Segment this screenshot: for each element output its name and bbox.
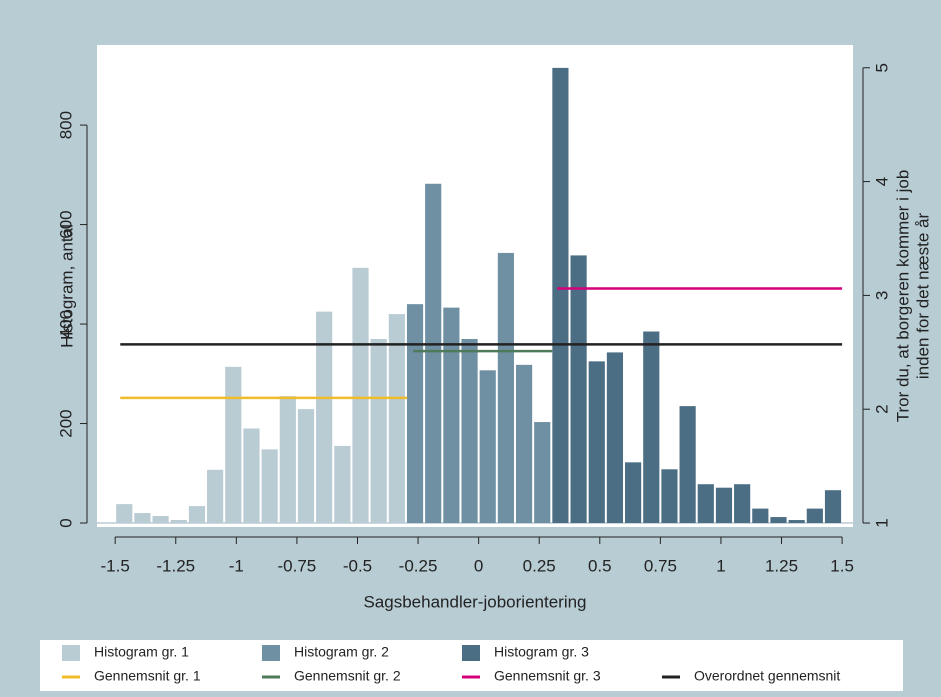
bar — [770, 517, 787, 524]
bar — [443, 307, 460, 524]
bar — [697, 484, 714, 524]
legend-swatch — [262, 645, 280, 661]
bar — [188, 506, 206, 524]
legend-swatch — [62, 645, 80, 661]
bar — [661, 469, 678, 524]
bar — [261, 449, 278, 524]
x-tick-label: 0.5 — [588, 556, 612, 575]
bar — [788, 520, 805, 524]
y-tick-label: 200 — [56, 409, 75, 437]
x-tick-label: 1 — [716, 556, 725, 575]
bar — [170, 520, 187, 524]
y-tick-label: 0 — [56, 518, 75, 527]
y2-tick-label: 4 — [872, 177, 891, 186]
legend-label: Gennemsnit gr. 1 — [94, 668, 201, 684]
y-tick-label: 600 — [56, 210, 75, 238]
bar — [152, 516, 169, 524]
bar — [552, 67, 569, 524]
y2-tick-label: 1 — [872, 518, 891, 527]
bar — [116, 504, 133, 524]
x-tick-label: -1.5 — [101, 556, 130, 575]
x-tick-label: -0.5 — [343, 556, 372, 575]
bar — [570, 255, 587, 524]
legend-label: Gennemsnit gr. 2 — [294, 668, 401, 684]
y2-axis-label: inden for det næste år — [913, 213, 932, 380]
legend-label: Histogram gr. 3 — [494, 644, 589, 660]
y-axis-label: Histogram, antal — [57, 224, 76, 348]
bar — [715, 487, 733, 524]
legend-label: Gennemsnit gr. 3 — [494, 668, 601, 684]
x-tick-label: -0.25 — [399, 556, 438, 575]
bar — [734, 484, 751, 524]
y2-tick-label: 3 — [872, 291, 891, 300]
x-tick-label: 0 — [474, 556, 483, 575]
bar — [352, 267, 369, 524]
x-tick-label: 0.25 — [523, 556, 556, 575]
x-tick-label: 0.75 — [644, 556, 677, 575]
legend-label: Overordnet gennemsnit — [694, 668, 840, 684]
bar — [279, 396, 296, 524]
bar — [806, 508, 823, 524]
y2-axis-label: Tror du, at borgeren kommer i job — [893, 170, 912, 423]
x-tick-label: 1.25 — [765, 556, 798, 575]
bar — [824, 490, 842, 524]
x-tick-label: -0.75 — [278, 556, 317, 575]
bar — [479, 370, 496, 524]
bar — [752, 508, 769, 524]
y-tick-label: 800 — [56, 111, 75, 139]
legend-label: Histogram gr. 1 — [94, 644, 189, 660]
bar — [297, 409, 315, 524]
bar — [625, 462, 642, 524]
y2-tick-label: 5 — [872, 63, 891, 72]
bar — [461, 338, 478, 524]
y2-tick-label: 2 — [872, 404, 891, 413]
bar — [316, 311, 333, 524]
x-tick-label: -1 — [229, 556, 244, 575]
y-tick-label: 400 — [56, 310, 75, 338]
x-axis-label: Sagsbehandler-joborientering — [363, 592, 586, 611]
bar — [370, 338, 387, 524]
bar — [515, 364, 533, 524]
bar — [134, 513, 151, 524]
bar — [243, 428, 260, 524]
bar — [588, 361, 605, 524]
legend-swatch — [462, 645, 480, 661]
x-tick-label: -1.25 — [156, 556, 195, 575]
bar — [534, 422, 551, 524]
bar — [679, 406, 696, 524]
legend-label: Histogram gr. 2 — [294, 644, 389, 660]
bar — [497, 252, 514, 524]
bar — [643, 331, 660, 524]
x-tick-label: 1.5 — [830, 556, 854, 575]
bar — [425, 183, 442, 524]
bar — [225, 366, 242, 524]
bar — [606, 352, 624, 524]
bar — [334, 445, 351, 524]
bar — [207, 469, 224, 524]
bar — [406, 304, 424, 524]
bar — [388, 314, 405, 524]
